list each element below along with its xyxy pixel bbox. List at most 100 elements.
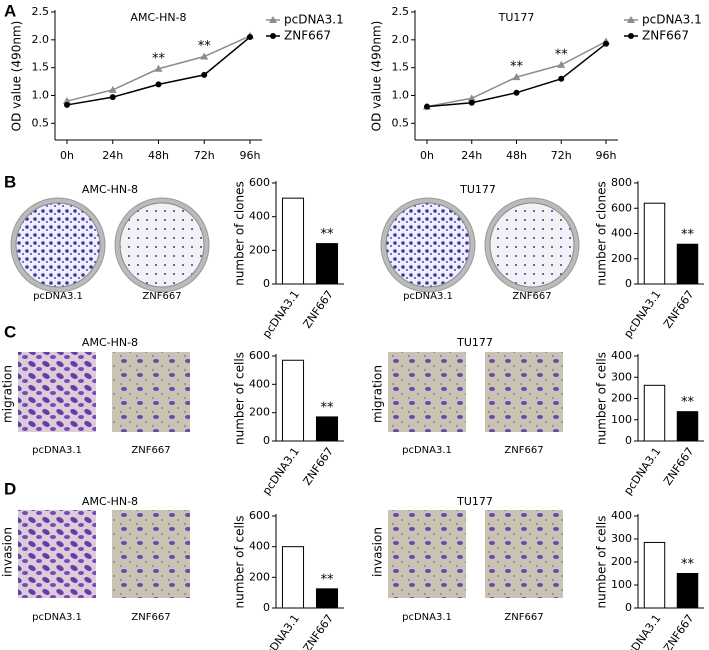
x-tick-label: pcDNA3.1 xyxy=(621,445,663,497)
photo-caption: ZNF667 xyxy=(131,612,170,623)
legend-marker xyxy=(270,33,276,39)
y-tick-label: 400 xyxy=(249,377,270,390)
marker xyxy=(109,94,116,101)
y-tick-label: 0 xyxy=(625,601,632,614)
y-axis-label: number of cells xyxy=(233,352,247,445)
photo-caption: pcDNA3.1 xyxy=(32,445,82,456)
y-tick-label: 200 xyxy=(249,570,270,583)
y-tick-label: 2.0 xyxy=(392,33,410,46)
y-tick-label: 0 xyxy=(625,277,632,290)
annotation: ** xyxy=(198,39,212,54)
x-tick-label: ZNF667 xyxy=(661,445,696,488)
photo-caption: ZNF667 xyxy=(142,291,181,302)
photo-caption: pcDNA3.1 xyxy=(33,291,83,302)
stain-photo xyxy=(18,510,96,598)
y-tick-label: 200 xyxy=(611,252,632,265)
x-tick-label: pcDNA3.1 xyxy=(260,612,302,650)
dish-photo xyxy=(119,202,205,288)
y-tick-label: 400 xyxy=(611,349,632,362)
row-label: invasion xyxy=(371,527,385,577)
photo-title: AMC-HN-8 xyxy=(82,336,138,349)
y-tick-label: 0.5 xyxy=(392,116,410,129)
bar xyxy=(676,411,699,442)
y-tick-label: 100 xyxy=(611,578,632,591)
legend-marker xyxy=(627,16,635,23)
y-tick-label: 1.0 xyxy=(32,88,50,101)
y-tick-label: 2.0 xyxy=(32,33,50,46)
stain-photo xyxy=(485,510,563,598)
legend-marker xyxy=(269,16,277,23)
y-tick-label: 0 xyxy=(263,601,270,614)
y-tick-label: 200 xyxy=(249,406,270,419)
marker xyxy=(155,81,162,88)
chart-title: AMC-HN-8 xyxy=(130,11,186,24)
y-tick-label: 100 xyxy=(611,413,632,426)
photo-title: AMC-HN-8 xyxy=(82,183,138,196)
marker xyxy=(247,34,253,41)
x-tick-label: pcDNA3.1 xyxy=(260,445,302,497)
photo-title: TU177 xyxy=(456,495,493,508)
annotation: ** xyxy=(152,51,166,66)
bar xyxy=(281,546,305,609)
photo-caption: ZNF667 xyxy=(504,612,543,623)
marker xyxy=(468,99,475,106)
annotation: ** xyxy=(681,228,695,243)
marker xyxy=(63,97,71,105)
y-tick-label: 600 xyxy=(249,176,270,189)
x-tick-label: 72h xyxy=(194,149,215,162)
row-label: migration xyxy=(371,365,385,423)
row-label: migration xyxy=(1,365,15,423)
legend-label: pcDNA3.1 xyxy=(284,13,344,27)
x-tick-label: ZNF667 xyxy=(301,612,336,650)
x-tick-label: ZNF667 xyxy=(661,612,696,650)
x-tick-label: ZNF667 xyxy=(301,445,336,488)
stain-photo xyxy=(112,510,190,598)
bar xyxy=(643,202,666,285)
row-label: invasion xyxy=(1,527,15,577)
y-tick-label: 2.5 xyxy=(32,5,50,18)
x-tick-label: 0h xyxy=(60,149,74,162)
marker xyxy=(512,73,521,81)
panel-label: B xyxy=(4,172,16,191)
bar xyxy=(676,573,699,609)
bar xyxy=(315,416,339,442)
marker xyxy=(154,64,163,72)
y-tick-label: 600 xyxy=(611,201,632,214)
annotation: ** xyxy=(555,47,569,62)
x-tick-label: pcDNA3.1 xyxy=(621,288,663,340)
y-tick-label: 0.5 xyxy=(32,116,50,129)
photo-title: TU177 xyxy=(459,183,496,196)
photo-caption: pcDNA3.1 xyxy=(403,291,453,302)
photo-title: AMC-HN-8 xyxy=(82,495,138,508)
legend-label: ZNF667 xyxy=(642,29,689,43)
stain-photo xyxy=(388,352,466,432)
y-axis-label: number of clones xyxy=(233,181,247,286)
bar xyxy=(315,588,339,609)
marker xyxy=(558,75,565,82)
y-axis-label: OD value (490nm) xyxy=(370,21,384,132)
bar xyxy=(643,541,666,609)
stain-photo xyxy=(112,352,190,432)
y-axis-label: number of cells xyxy=(233,516,247,609)
annotation: ** xyxy=(681,395,695,410)
y-tick-label: 1.5 xyxy=(32,61,50,74)
dish-photo xyxy=(489,202,575,288)
x-tick-label: 24h xyxy=(102,149,123,162)
bar xyxy=(643,384,666,442)
marker xyxy=(64,101,70,108)
y-tick-label: 400 xyxy=(611,227,632,240)
bar xyxy=(281,359,305,442)
y-axis-label: number of clones xyxy=(595,181,609,286)
y-tick-label: 400 xyxy=(249,210,270,223)
x-tick-label: pcDNA3.1 xyxy=(621,612,663,650)
y-tick-label: 400 xyxy=(611,509,632,522)
marker xyxy=(108,85,117,93)
panel-label: D xyxy=(4,479,16,498)
y-tick-label: 0 xyxy=(263,434,270,447)
x-tick-label: pcDNA3.1 xyxy=(260,288,302,340)
x-tick-label: 48h xyxy=(506,149,527,162)
marker xyxy=(603,40,609,47)
annotation: ** xyxy=(510,60,524,75)
photo-caption: ZNF667 xyxy=(504,445,543,456)
